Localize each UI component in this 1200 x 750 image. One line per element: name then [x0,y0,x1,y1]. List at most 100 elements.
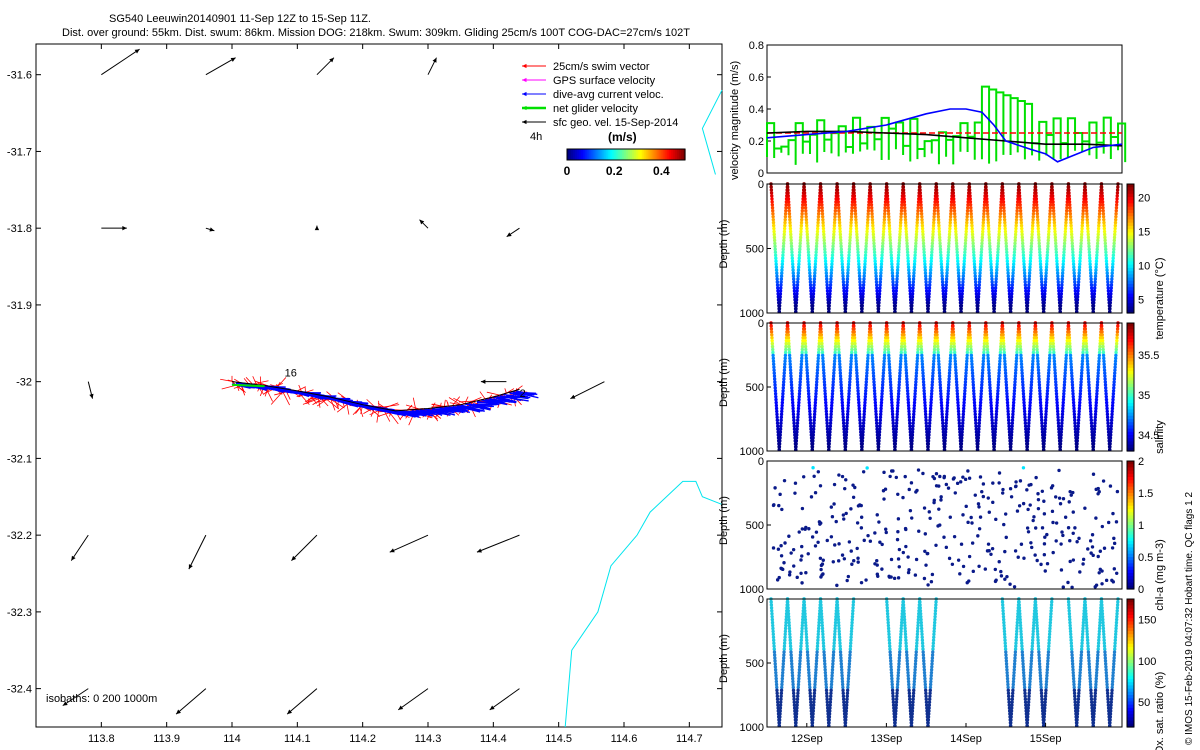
geo-velocity-arrow [480,379,507,384]
geo-velocity-arrow [397,688,429,711]
geo-velocity-arrow [314,225,320,231]
map-colorbar-label: (m/s) [608,130,637,144]
y-tick-label: -32.2 [7,530,32,542]
map-frame [35,43,723,728]
geo-velocity-arrow [419,219,429,229]
colorbar [1126,183,1135,314]
net-velocity-line [766,85,1127,165]
geo-velocity-arrow [316,57,335,76]
x-tick-label: 114.6 [611,733,638,745]
profile-points [769,597,1120,728]
geo-velocity-arrow [70,534,89,561]
y-tick-label: -32.1 [7,453,32,465]
y-tick-label: 0.8 [749,40,764,52]
chlorophyll-panel: 0 500 1000 Depth (m) 0 0.5 1 1.5 2 chl-a (mg m-3) [718,456,1166,611]
x-tick-label: 114.4 [480,733,507,745]
y-tick-label: 0.6 [749,72,764,84]
colorbar-label: chl-a (mg m-3) [1154,539,1166,611]
colorbar [1126,460,1135,590]
net-velocity-segment [231,383,265,388]
colorbar-tick: 1 [1138,520,1144,532]
legend-arrow [522,119,546,125]
geo-velocity-arrow [205,227,215,232]
legend-arrow [522,105,546,111]
geo-velocity-arrow [427,57,437,75]
depth-axis-label: Depth (m) [718,634,730,683]
legend-arrow [522,91,546,97]
legend-label: net glider velocity [553,103,638,115]
colorbar-tick: 2 [1138,456,1144,468]
y-tick-label: 0 [758,594,764,606]
depth-axis-label: Depth (m) [718,496,730,545]
colorbar-tick: 5 [1138,294,1144,306]
x-tick-label: 114.3 [415,733,442,745]
depth-axis-label: Depth (m) [718,220,730,269]
profile-points [769,182,1120,314]
legend-label: 25cm/s swim vector [553,61,650,73]
map-colorbar-tick: 0.4 [653,164,670,178]
legend-scale-label: 4h [530,131,542,143]
velocity-axis-label: velocity magnitude (m/s) [729,61,741,180]
geo-velocity-arrow [476,534,520,553]
colorbar-tick: 35 [1138,390,1150,402]
profile-points [769,321,1120,452]
y-tick-label: -31.6 [7,70,32,82]
depth-axis-label: Depth (m) [718,358,730,407]
geo-velocity-arrow [175,688,207,715]
colorbar-label: temperature (°C) [1154,257,1166,339]
x-tick-label: 114.7 [676,733,703,745]
colorbar-tick: 34.5 [1138,430,1159,442]
colorbar [1126,322,1135,452]
x-tick-label: 114 [223,733,241,745]
x-tick-label: 114.2 [349,733,376,745]
y-tick-label: 1000 [740,722,764,734]
colorbar-label: salinity [1154,420,1166,454]
y-tick-label: -31.9 [7,300,32,312]
colorbar-tick: 150 [1138,615,1156,627]
y-tick-label: -31.8 [7,223,32,235]
geo-velocity-arrow [101,48,140,76]
x-tick-label: 15Sep [1030,733,1062,745]
x-tick-label: 114.1 [284,733,311,745]
y-tick-label: 0 [758,456,764,468]
y-tick-label: 0.2 [749,136,764,148]
legend-label: GPS surface velocity [553,75,656,87]
track-dive-label: 2 [520,388,526,400]
colorbar-tick: 1.5 [1138,488,1153,500]
x-tick-label: 14Sep [950,733,982,745]
velocity-series-2 [766,108,1123,163]
legend-label: dive-avg current veloc. [553,89,664,101]
y-tick-label: -32.3 [7,607,32,619]
panel-bg [767,461,1122,589]
geo-velocity-arrow [101,226,127,231]
geo-velocity-arrow [506,227,520,238]
map-colorbar-tick: 0 [564,164,571,178]
x-tick-label: 113.9 [153,733,180,745]
legend-label: sfc geo. vel. 15-Sep-2014 [553,117,678,129]
geo-velocity-arrow [570,381,605,400]
y-tick-label: -32.4 [7,684,32,696]
geo-velocity-arrow [291,534,318,561]
x-tick-label: 13Sep [870,733,902,745]
y-tick-label: 0.4 [749,104,764,116]
geo-velocity-arrow [188,534,207,570]
credit-text: © IMOS 15-Feb-2019 04:07:32 Hobart time.… [1184,492,1195,745]
colorbar-tick: 10 [1138,260,1150,272]
y-tick-label: -31.7 [7,146,32,158]
x-tick-label: 113.8 [88,733,115,745]
profile-points [771,466,1120,589]
y-tick-label: 500 [746,244,764,256]
geo-velocity-arrow [87,381,94,399]
colorbar-tick: 100 [1138,656,1156,668]
legend-arrow [522,77,546,83]
isobaths-label: isobaths: 0 200 1000m [46,693,157,705]
colorbar-tick: 35.5 [1138,350,1159,362]
geo-velocity-arrow [205,57,236,76]
y-tick-label: -32 [16,377,32,389]
panel-bg [767,599,1122,727]
map-colorbar [566,148,686,161]
colorbar-tick: 15 [1138,227,1150,239]
x-tick-label: 12Sep [791,733,823,745]
coastline-north [701,89,723,175]
map-colorbar-tick: 0.2 [606,164,623,178]
